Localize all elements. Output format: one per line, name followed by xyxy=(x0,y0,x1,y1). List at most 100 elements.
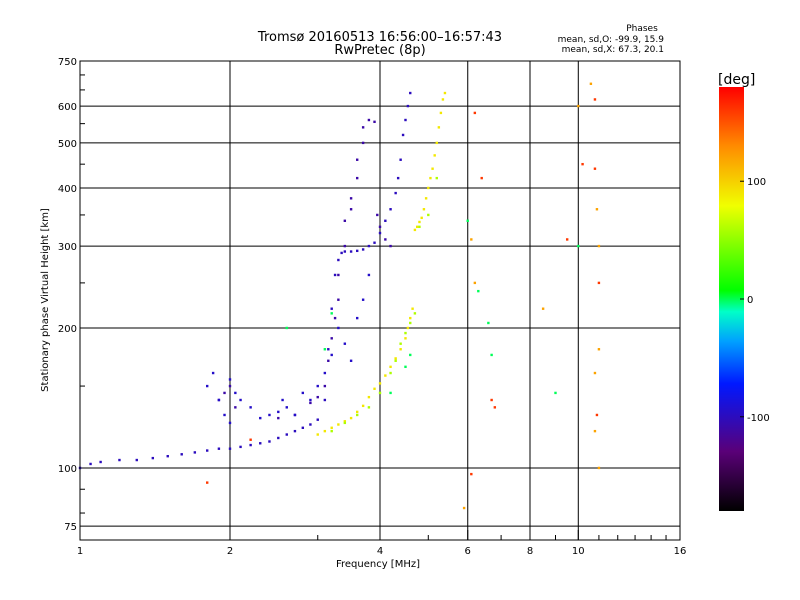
data-point xyxy=(309,423,312,426)
data-point xyxy=(595,208,599,211)
data-point xyxy=(277,410,280,414)
data-point xyxy=(309,398,312,402)
data-point xyxy=(443,91,447,95)
data-point xyxy=(217,398,221,402)
plot-grid xyxy=(80,61,680,540)
y-tick-label: 300 xyxy=(58,242,77,253)
y-tick-label: 600 xyxy=(58,102,77,113)
data-point xyxy=(394,191,397,195)
chart-subtitle: RwPretec (8p) xyxy=(334,43,425,58)
data-point xyxy=(228,421,232,425)
colorbar-tick-label: -100 xyxy=(747,413,770,424)
data-point xyxy=(554,391,557,395)
data-point xyxy=(293,429,297,433)
data-point xyxy=(361,141,365,145)
data-point xyxy=(228,378,232,381)
y-axis: 75 100 200 300 400 500 600 750 xyxy=(58,57,85,533)
data-point xyxy=(409,353,412,357)
data-point xyxy=(333,273,337,277)
data-point xyxy=(309,401,312,405)
data-point xyxy=(349,208,353,211)
data-point xyxy=(330,337,333,340)
data-point xyxy=(389,391,392,395)
data-point xyxy=(493,406,497,409)
data-point xyxy=(399,158,402,161)
x-tick-label: 1 xyxy=(77,546,83,557)
data-point xyxy=(223,391,226,395)
data-point xyxy=(301,426,305,429)
data-point xyxy=(180,453,183,456)
data-point xyxy=(343,420,347,423)
data-point xyxy=(593,371,597,375)
data-point xyxy=(490,398,493,402)
data-point xyxy=(409,91,412,95)
data-point xyxy=(361,298,365,301)
y-tick-label: 200 xyxy=(58,324,77,335)
data-point xyxy=(431,167,434,170)
data-point xyxy=(205,449,209,452)
data-point xyxy=(316,418,319,421)
data-point xyxy=(593,167,597,170)
data-point xyxy=(399,348,402,351)
data-point xyxy=(462,506,466,510)
x-axis-label: Frequency [MHz] xyxy=(336,559,420,570)
data-point xyxy=(418,225,421,229)
data-point xyxy=(234,391,237,395)
data-point xyxy=(281,398,284,402)
data-point xyxy=(413,312,417,315)
data-point xyxy=(577,244,580,248)
data-point xyxy=(429,176,432,180)
data-point xyxy=(249,443,252,447)
data-point xyxy=(597,244,601,248)
data-point xyxy=(343,342,347,345)
data-point xyxy=(415,225,419,229)
x-tick-label: 4 xyxy=(377,546,383,557)
y-tick-label: 750 xyxy=(58,57,77,68)
data-point xyxy=(355,316,359,320)
data-point xyxy=(323,348,327,351)
data-point xyxy=(435,141,438,145)
y-axis-label: Stationary phase Virtual Height [km] xyxy=(40,208,51,392)
data-point xyxy=(367,244,371,248)
data-point xyxy=(490,353,493,357)
data-point xyxy=(389,365,392,369)
data-point xyxy=(349,359,353,362)
data-point xyxy=(373,241,376,244)
data-point xyxy=(404,337,407,340)
plot-points xyxy=(78,82,601,510)
data-point xyxy=(223,413,226,417)
data-point xyxy=(277,416,280,420)
data-point xyxy=(259,416,262,420)
data-point xyxy=(228,447,232,450)
data-point xyxy=(589,82,593,85)
data-point xyxy=(441,98,445,101)
data-point xyxy=(355,410,359,414)
data-point xyxy=(316,384,319,388)
colorbar-unit-label: [deg] xyxy=(718,72,755,88)
data-point xyxy=(378,382,382,385)
data-point xyxy=(323,371,327,375)
data-point xyxy=(239,445,242,449)
data-point xyxy=(285,433,288,436)
data-point xyxy=(355,176,359,180)
data-point xyxy=(389,371,392,375)
data-point xyxy=(466,219,469,222)
data-point xyxy=(470,238,473,241)
data-point xyxy=(378,391,382,395)
data-point xyxy=(376,213,379,217)
data-point xyxy=(249,406,252,409)
data-point xyxy=(577,104,580,108)
colorbar-ticks: 100 0 -100 xyxy=(740,177,770,424)
data-point xyxy=(389,208,392,211)
data-point xyxy=(330,312,333,315)
data-point xyxy=(323,429,327,433)
data-point xyxy=(597,466,601,470)
data-point xyxy=(373,387,376,390)
data-point xyxy=(151,456,155,460)
data-point xyxy=(384,219,387,222)
data-point xyxy=(323,398,327,402)
colorbar-tick-label: 100 xyxy=(747,177,766,188)
data-point xyxy=(349,250,353,253)
y-tick-label: 400 xyxy=(58,184,77,195)
